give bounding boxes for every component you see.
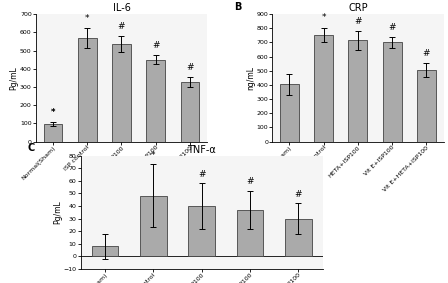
Bar	[112, 44, 131, 142]
Text: #: #	[388, 23, 396, 32]
Bar	[280, 84, 299, 142]
Bar	[78, 38, 97, 142]
Bar	[383, 42, 401, 142]
Bar	[417, 70, 436, 142]
Text: C: C	[27, 143, 34, 153]
Y-axis label: Pg/mL: Pg/mL	[9, 66, 18, 90]
Bar	[92, 246, 118, 256]
Text: #: #	[118, 22, 125, 31]
Title: TNF-α: TNF-α	[187, 145, 216, 155]
Title: IL-6: IL-6	[112, 3, 130, 13]
Text: #: #	[294, 190, 302, 199]
Text: *: *	[51, 108, 55, 117]
Bar	[285, 218, 311, 256]
Bar	[314, 35, 333, 142]
Y-axis label: ng/mL: ng/mL	[246, 66, 255, 90]
Text: B: B	[235, 2, 242, 12]
Text: A: A	[0, 282, 1, 283]
Text: *: *	[151, 151, 155, 160]
Y-axis label: Pg/mL: Pg/mL	[53, 200, 62, 224]
Bar	[349, 40, 367, 142]
Text: *: *	[51, 108, 55, 117]
Text: #: #	[422, 49, 430, 58]
Bar	[140, 196, 167, 256]
Bar	[237, 210, 263, 256]
Bar	[181, 82, 199, 142]
Text: #: #	[198, 170, 205, 179]
Title: CRP: CRP	[348, 3, 368, 13]
Bar	[146, 60, 165, 142]
Bar	[188, 206, 215, 256]
Text: #: #	[354, 17, 362, 26]
Text: #: #	[246, 177, 254, 186]
Text: *: *	[321, 14, 326, 23]
Text: #: #	[152, 41, 159, 50]
Text: #: #	[186, 63, 194, 72]
Text: *: *	[85, 14, 90, 23]
Bar	[43, 124, 62, 142]
